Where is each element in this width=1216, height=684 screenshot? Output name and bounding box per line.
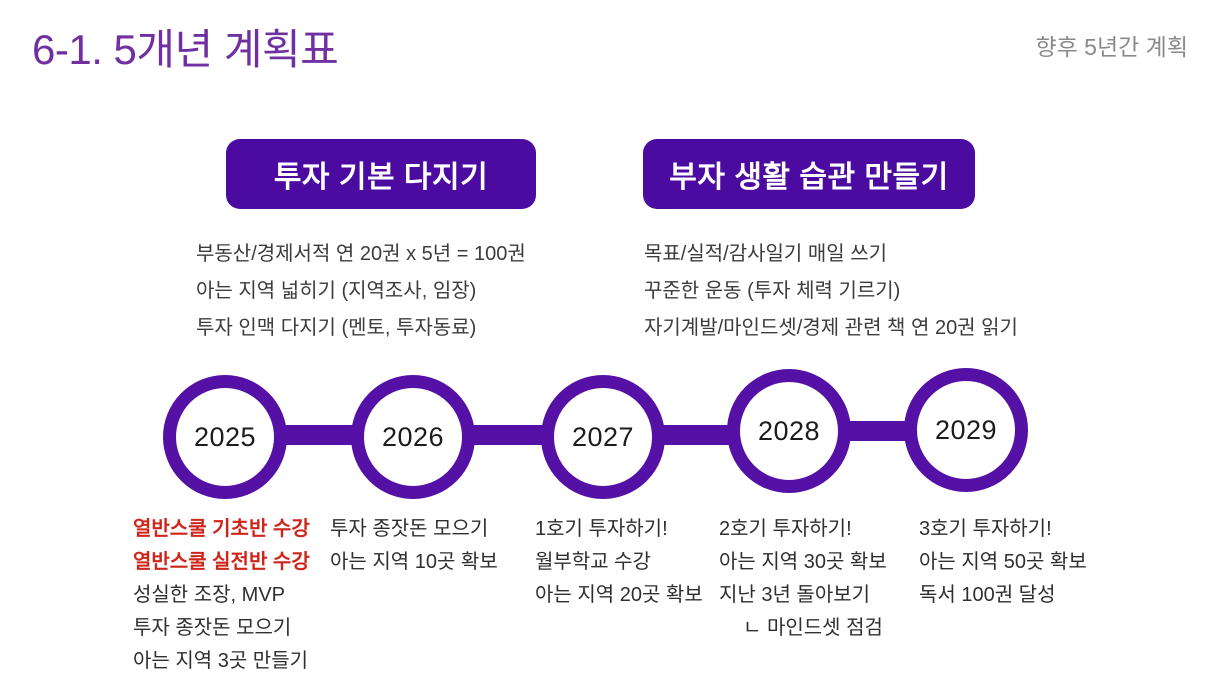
plan-item: 아는 지역 50곳 확보 <box>919 551 1087 573</box>
note-line: 목표/실적/감사일기 매일 쓰기 <box>644 243 888 265</box>
year-label: 2025 <box>193 421 257 452</box>
section-notes-invest-basics: 부동산/경제서적 연 20권 x 5년 = 100권 아는 지역 넓히기 (지역… <box>196 236 526 347</box>
note-line: 투자 인맥 다지기 (멘토, 투자동료) <box>196 317 477 339</box>
note-line: 자기계발/마인드셋/경제 관련 책 연 20권 읽기 <box>644 317 1018 339</box>
year-label: 2027 <box>571 421 635 452</box>
plan-item: 독서 100권 달성 <box>919 584 1056 606</box>
year-label: 2028 <box>757 415 821 446</box>
timeline-node-2028: 2028 <box>727 369 851 493</box>
year-label: 2029 <box>934 414 998 445</box>
plan-item: 투자 종잣돈 모으기 <box>330 518 489 540</box>
plan-item: 아는 지역 30곳 확보 <box>719 551 887 573</box>
plan-item: 투자 종잣돈 모으기 <box>133 617 292 639</box>
plan-item: 아는 지역 20곳 확보 <box>535 584 703 606</box>
year-items-2029: 3호기 투자하기! 아는 지역 50곳 확보 독서 100권 달성 <box>919 513 1087 612</box>
section-heading-invest-basics: 투자 기본 다지기 <box>226 139 536 209</box>
plan-item: 아는 지역 10곳 확보 <box>330 551 498 573</box>
note-line: 꾸준한 운동 (투자 체력 기르기) <box>644 280 901 302</box>
plan-item: 성실한 조장, MVP <box>133 584 286 606</box>
year-label: 2026 <box>381 421 445 452</box>
year-items-2028: 2호기 투자하기! 아는 지역 30곳 확보 지난 3년 돌아보기 ㄴ 마인드셋… <box>719 513 887 645</box>
section-heading-rich-habits: 부자 생활 습관 만들기 <box>643 139 975 209</box>
timeline-node-2027: 2027 <box>541 375 665 499</box>
page-title: 6-1. 5개년 계획표 <box>32 26 339 73</box>
section-heading-label: 투자 기본 다지기 <box>273 161 489 194</box>
section-notes-rich-habits: 목표/실적/감사일기 매일 쓰기 꾸준한 운동 (투자 체력 기르기) 자기계발… <box>644 236 1018 347</box>
plan-item: 열반스쿨 실전반 수강 <box>133 551 310 573</box>
timeline-node-2026: 2026 <box>351 375 475 499</box>
plan-item: ㄴ 마인드셋 점검 <box>743 617 883 639</box>
year-items-2025: 열반스쿨 기초반 수강 열반스쿨 실전반 수강 성실한 조장, MVP 투자 종… <box>133 513 310 678</box>
plan-item: 1호기 투자하기! <box>535 518 668 540</box>
plan-item: 열반스쿨 기초반 수강 <box>133 518 310 540</box>
plan-item: 지난 3년 돌아보기 <box>719 584 871 606</box>
plan-item: 3호기 투자하기! <box>919 518 1052 540</box>
plan-item: 아는 지역 3곳 만들기 <box>133 650 308 672</box>
plan-item: 2호기 투자하기! <box>719 518 852 540</box>
section-heading-label: 부자 생활 습관 만들기 <box>669 161 949 194</box>
year-items-2027: 1호기 투자하기! 월부학교 수강 아는 지역 20곳 확보 <box>535 513 703 612</box>
timeline-node-2029: 2029 <box>904 368 1028 492</box>
timeline-node-2025: 2025 <box>163 375 287 499</box>
corner-note: 향후 5년간 계획 <box>1035 34 1188 60</box>
note-line: 아는 지역 넓히기 (지역조사, 임장) <box>196 280 477 302</box>
note-line: 부동산/경제서적 연 20권 x 5년 = 100권 <box>196 243 526 265</box>
year-items-2026: 투자 종잣돈 모으기 아는 지역 10곳 확보 <box>330 513 498 579</box>
plan-item: 월부학교 수강 <box>535 551 651 573</box>
